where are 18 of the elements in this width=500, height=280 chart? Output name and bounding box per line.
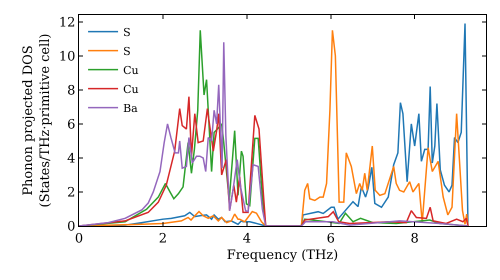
y-tick-label: 4 [67,151,76,166]
x-axis-title: Frequency (THz) [226,248,338,264]
y-tick-label: 8 [67,83,76,98]
x-tick-label: 2 [158,232,168,247]
y-tick-label: 12 [58,15,76,30]
y-tick-label: 6 [67,117,76,132]
x-tick-label: 8 [410,232,419,247]
legend-label: Cu [123,64,139,77]
legend-label: Ba [123,102,138,115]
legend-label: Cu [123,82,139,96]
x-tick-label: 4 [242,232,251,247]
y-tick-label: 10 [58,49,76,64]
legend-label: S [123,44,131,58]
x-tick-label: 6 [326,232,335,247]
y-tick-label: 2 [67,186,76,201]
y-tick-label: 0 [67,220,76,235]
legend-label: S [123,26,131,39]
y-axis-title: Phonon projected DOS (States/THz·primitive cell) [20,33,53,208]
